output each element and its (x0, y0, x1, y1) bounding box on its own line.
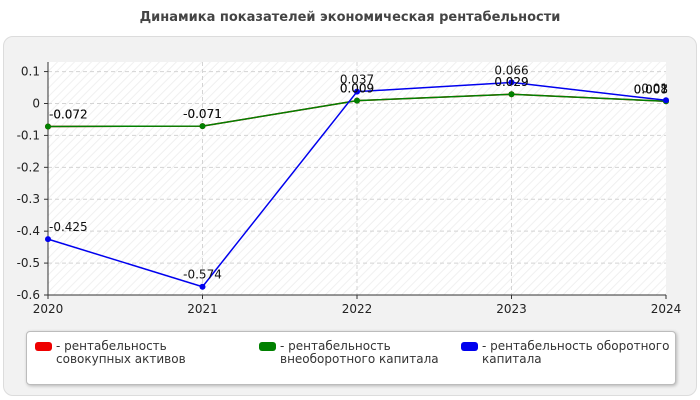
data-point (45, 123, 51, 130)
data-label: 0.029 (494, 75, 528, 89)
data-point (354, 97, 360, 104)
data-label: 0.009 (340, 82, 374, 96)
data-label: 0.029 (494, 75, 528, 89)
x-tick-label: 2021 (187, 302, 218, 316)
legend-label: - рентабельность внеоборотного капитала (280, 339, 439, 366)
legend-swatch-blue (461, 342, 478, 351)
x-tick-label: 2022 (342, 302, 373, 316)
x-tick-label: 2020 (33, 302, 64, 316)
data-label: -0.072 (49, 107, 88, 121)
x-tick-label: 2024 (651, 302, 682, 316)
data-point (199, 283, 206, 290)
y-tick-label: 0.1 (21, 65, 40, 79)
legend-item-noncurrent-capital: - рентабельность внеоборотного капитала (259, 340, 459, 366)
data-point (508, 79, 515, 86)
legend-item-working-capital: - рентабельность оборотного капитала (461, 340, 671, 366)
data-label: -0.574 (183, 268, 222, 282)
legend-swatch-green (259, 342, 276, 351)
y-tick-label: -0.5 (17, 256, 40, 270)
y-tick-label: 0 (32, 96, 40, 110)
y-tick-label: -0.3 (17, 192, 40, 206)
y-tick-label: -0.6 (17, 288, 40, 302)
data-label: 0.009 (340, 82, 374, 96)
y-tick-label: -0.1 (17, 128, 40, 142)
chart-title: Динамика показателей экономическая рента… (139, 10, 561, 25)
x-tick-label: 2023 (496, 302, 527, 316)
data-point (354, 88, 360, 95)
data-label: -0.071 (183, 107, 222, 121)
data-point (508, 91, 515, 98)
legend-item-total-assets: - рентабельность совокупных активов (35, 340, 235, 366)
legend-label: - рентабельность оборотного капитала (482, 339, 670, 366)
data-point (199, 123, 206, 130)
data-label: -0.425 (49, 220, 88, 234)
legend-swatch-red (35, 342, 52, 351)
data-label: -0.072 (49, 107, 88, 121)
data-label: 0.008 (634, 82, 668, 96)
data-label: 0.066 (494, 63, 528, 77)
y-tick-label: -0.4 (17, 224, 40, 238)
data-label: 0.007 (634, 82, 668, 96)
data-label: -0.071 (183, 107, 222, 121)
data-point (45, 236, 51, 243)
y-tick-label: -0.2 (17, 160, 40, 174)
data-label: 0.037 (340, 73, 374, 87)
data-point (663, 97, 669, 104)
legend: - рентабельность совокупных активов - ре… (26, 331, 676, 385)
series-group (45, 79, 669, 290)
data-label: 0.01 (641, 81, 668, 95)
legend-label: - рентабельность совокупных активов (56, 339, 186, 366)
